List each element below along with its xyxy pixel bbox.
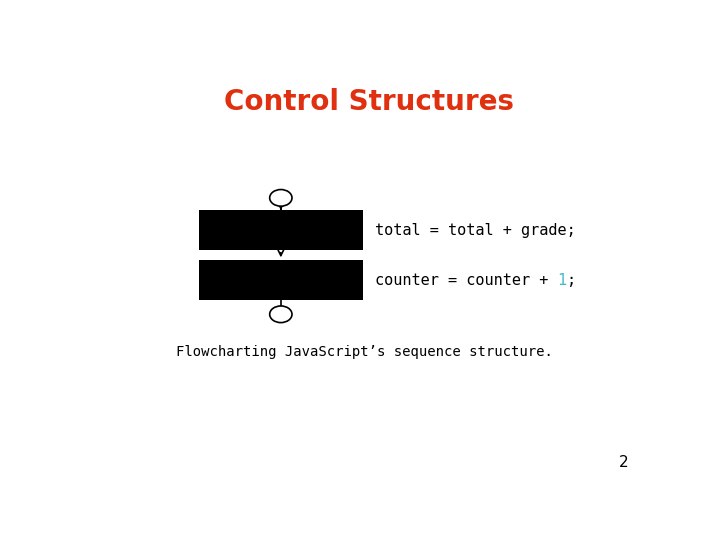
Bar xyxy=(199,260,364,300)
Text: Control Structures: Control Structures xyxy=(224,88,514,116)
Text: total = total + grade;: total = total + grade; xyxy=(374,223,575,238)
Text: Flowcharting JavaScript’s sequence structure.: Flowcharting JavaScript’s sequence struc… xyxy=(176,345,554,359)
Bar xyxy=(199,210,364,250)
Circle shape xyxy=(270,306,292,322)
Text: 1: 1 xyxy=(557,273,566,288)
Circle shape xyxy=(270,190,292,206)
Text: ;: ; xyxy=(566,273,575,288)
Text: 2: 2 xyxy=(619,455,629,470)
Text: counter = counter +: counter = counter + xyxy=(374,273,557,288)
